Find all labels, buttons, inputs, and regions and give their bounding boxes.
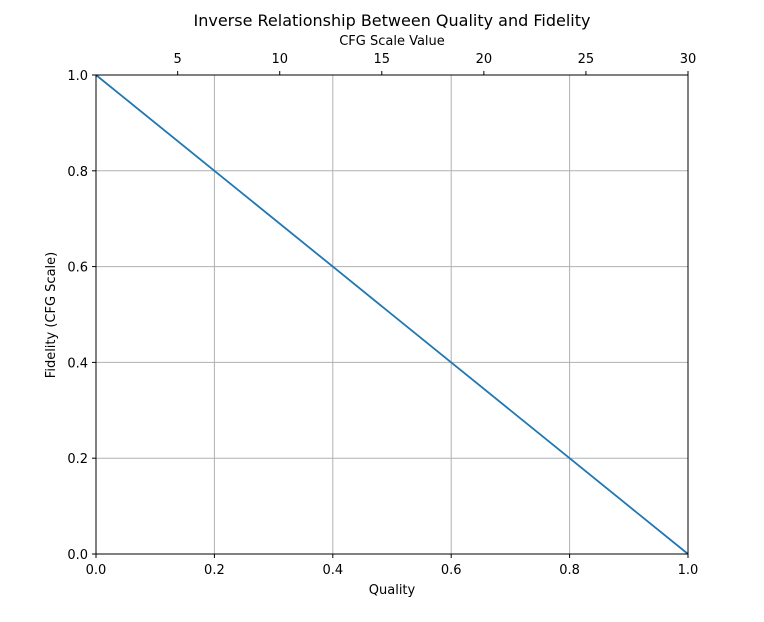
y-tick-label: 0.0 [67, 548, 88, 563]
y-tick-label: 0.8 [67, 165, 88, 180]
y-tick-label: 0.4 [67, 356, 88, 371]
secondary-x-tick-label: 20 [476, 52, 493, 67]
series-layer [95, 74, 689, 555]
x-tick-label: 0.6 [441, 563, 462, 578]
x-tick-label: 0.2 [204, 563, 225, 578]
secondary-x-tick-label: 25 [578, 52, 595, 67]
secondary-x-axis-label: CFG Scale Value [339, 34, 445, 49]
y-tick-label: 0.6 [67, 261, 88, 276]
secondary-x-tick-label: 15 [374, 52, 391, 67]
secondary-x-tick-label: 5 [174, 52, 182, 67]
x-tick-label: 0.8 [559, 563, 580, 578]
plot-frame [95, 74, 689, 555]
y-axis-label: Fidelity (CFG Scale) [44, 252, 59, 378]
x-axis-label: Quality [369, 583, 416, 598]
secondary-x-tick-label: 10 [271, 52, 288, 67]
axis-ticks: 0.0 0.2 0.4 0.6 0.8 1.0 0.0 0.2 0.4 0.6 0.8 1.0 5 10 1… [67, 52, 698, 578]
x-tick-label: 1.0 [678, 563, 699, 578]
series-line [95, 74, 689, 555]
y-tick-label: 0.2 [67, 452, 88, 467]
secondary-x-tick-label: 30 [680, 52, 697, 67]
chart-title: Inverse Relationship Between Quality and… [194, 11, 591, 30]
x-tick-label: 0.0 [86, 563, 107, 578]
y-tick-label: 1.0 [67, 69, 88, 84]
x-tick-label: 0.4 [322, 563, 343, 578]
